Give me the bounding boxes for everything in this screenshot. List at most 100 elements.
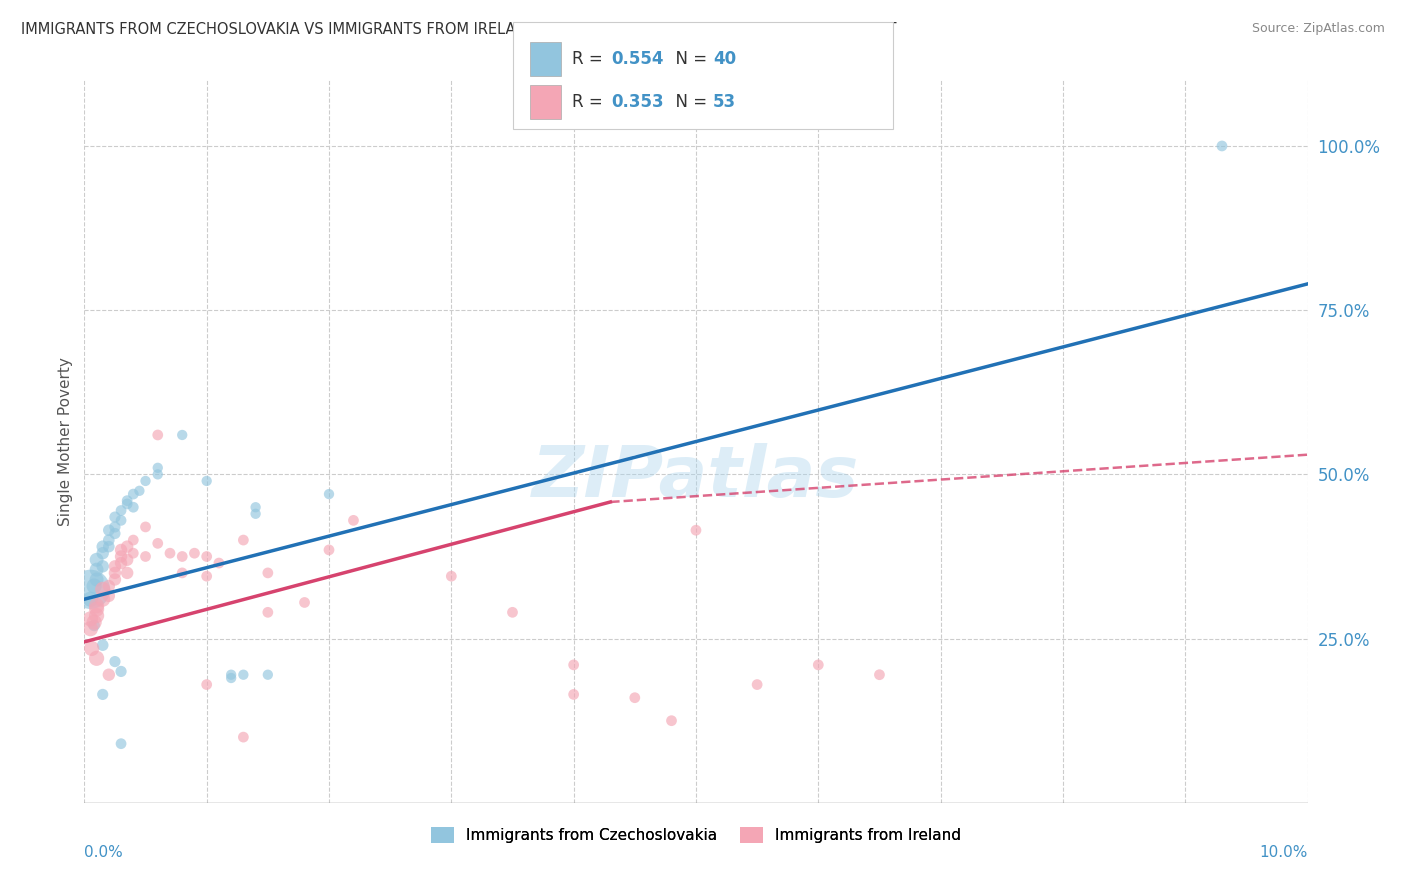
Point — [294, 595, 316, 609]
Point — [110, 513, 132, 527]
Point — [97, 533, 120, 547]
Point — [79, 622, 101, 636]
Point — [135, 520, 157, 534]
Point — [318, 487, 340, 501]
Point — [91, 559, 114, 574]
Point — [146, 467, 169, 482]
Point — [104, 655, 127, 669]
Text: ZIPatlas: ZIPatlas — [533, 443, 859, 512]
Point — [86, 573, 108, 587]
Text: N =: N = — [665, 93, 713, 111]
Point — [86, 599, 108, 613]
Point — [104, 566, 127, 580]
Point — [146, 460, 169, 475]
Text: N =: N = — [665, 50, 713, 68]
Point — [110, 542, 132, 557]
Point — [110, 556, 132, 570]
Point — [110, 503, 132, 517]
Point — [257, 667, 280, 681]
Point — [146, 536, 169, 550]
Text: IMMIGRANTS FROM CZECHOSLOVAKIA VS IMMIGRANTS FROM IRELAND SINGLE MOTHER POVERTY : IMMIGRANTS FROM CZECHOSLOVAKIA VS IMMIGR… — [21, 22, 897, 37]
Point — [91, 638, 114, 652]
Point — [562, 657, 585, 672]
Text: R =: R = — [572, 93, 609, 111]
Text: Source: ZipAtlas.com: Source: ZipAtlas.com — [1251, 22, 1385, 36]
Point — [195, 474, 218, 488]
Point — [232, 730, 254, 744]
Point — [115, 553, 138, 567]
Point — [172, 428, 194, 442]
Point — [79, 592, 101, 607]
Point — [122, 533, 145, 547]
Point — [83, 579, 105, 593]
Point — [115, 493, 138, 508]
Point — [219, 667, 242, 681]
Point — [183, 546, 205, 560]
Point — [318, 542, 340, 557]
Point — [79, 582, 101, 597]
Point — [135, 474, 157, 488]
Point — [104, 573, 127, 587]
Point — [172, 566, 194, 580]
Point — [110, 549, 132, 564]
Point — [122, 487, 145, 501]
Point — [195, 549, 218, 564]
Point — [232, 533, 254, 547]
Point — [91, 582, 114, 597]
Point — [122, 500, 145, 515]
Point — [91, 592, 114, 607]
Point — [245, 507, 267, 521]
Point — [172, 549, 194, 564]
Point — [86, 602, 108, 616]
Point — [83, 615, 105, 630]
Point — [97, 540, 120, 554]
Point — [440, 569, 463, 583]
Point — [257, 566, 280, 580]
Text: 0.353: 0.353 — [612, 93, 664, 111]
Point — [97, 523, 120, 537]
Point — [342, 513, 364, 527]
Point — [104, 526, 127, 541]
Point — [195, 677, 218, 691]
Text: 40: 40 — [713, 50, 735, 68]
Point — [1211, 139, 1233, 153]
Point — [208, 556, 231, 570]
Point — [195, 569, 218, 583]
Point — [135, 549, 157, 564]
Point — [86, 563, 108, 577]
Point — [110, 737, 132, 751]
Point — [86, 553, 108, 567]
Point — [502, 605, 524, 619]
Point — [869, 667, 891, 681]
Point — [104, 559, 127, 574]
Point — [91, 540, 114, 554]
Point — [115, 540, 138, 554]
Point — [91, 546, 114, 560]
Point — [562, 687, 585, 701]
Point — [86, 651, 108, 665]
Point — [624, 690, 647, 705]
Point — [97, 667, 120, 681]
Text: R =: R = — [572, 50, 609, 68]
Point — [110, 665, 132, 679]
Point — [86, 608, 108, 623]
Point — [219, 671, 242, 685]
Point — [97, 579, 120, 593]
Point — [232, 667, 254, 681]
Point — [146, 428, 169, 442]
Point — [257, 605, 280, 619]
Point — [747, 677, 769, 691]
Point — [661, 714, 683, 728]
Text: 10.0%: 10.0% — [1260, 845, 1308, 860]
Point — [115, 566, 138, 580]
Point — [104, 510, 127, 524]
Point — [245, 500, 267, 515]
Point — [685, 523, 707, 537]
Y-axis label: Single Mother Poverty: Single Mother Poverty — [58, 357, 73, 526]
Point — [115, 497, 138, 511]
Point — [122, 546, 145, 560]
Text: 0.554: 0.554 — [612, 50, 664, 68]
Point — [97, 589, 120, 603]
Text: 0.0%: 0.0% — [84, 845, 124, 860]
Text: 53: 53 — [713, 93, 735, 111]
